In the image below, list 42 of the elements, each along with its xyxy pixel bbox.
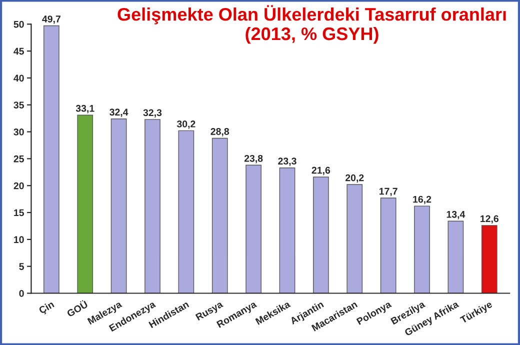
data-label: 12,6 bbox=[480, 215, 498, 224]
bar bbox=[246, 164, 262, 294]
data-label: 17,7 bbox=[379, 188, 398, 196]
bar bbox=[380, 198, 396, 294]
y-tick-label: 5 bbox=[19, 263, 24, 270]
bar bbox=[346, 184, 363, 294]
bar bbox=[414, 206, 430, 294]
data-label: 33,1 bbox=[76, 104, 94, 114]
y-tick-label: 35 bbox=[14, 102, 24, 109]
data-label: 49,7 bbox=[42, 16, 60, 24]
data-label: 30,2 bbox=[176, 120, 196, 129]
bar bbox=[448, 220, 464, 294]
y-tick-label: 25 bbox=[14, 155, 24, 162]
data-label: 32,3 bbox=[143, 109, 162, 118]
bar bbox=[481, 225, 498, 294]
chart-title: Gelişmekte Olan Ülkelerdeki Tasarruf oranları (2013, % GSYH) bbox=[118, 5, 506, 44]
data-label: 21,6 bbox=[312, 166, 330, 176]
y-tick-label: 10 bbox=[14, 236, 24, 244]
data-label: 13,4 bbox=[446, 210, 466, 220]
y-tick-label: 30 bbox=[14, 128, 24, 136]
y-tick-label: 0 bbox=[19, 290, 24, 297]
y-tick-label: 45 bbox=[14, 48, 24, 55]
y-tick-label: 20 bbox=[14, 182, 24, 190]
y-tick-label: 50 bbox=[14, 20, 24, 28]
bar bbox=[43, 25, 60, 294]
data-label: 23,8 bbox=[244, 154, 263, 164]
y-tick-label: 40 bbox=[14, 74, 24, 82]
bar bbox=[110, 118, 127, 294]
data-label: 28,8 bbox=[210, 128, 230, 136]
x-tick-label: Çin bbox=[38, 300, 56, 316]
bar bbox=[313, 176, 329, 294]
x-tick-label: GOÜ bbox=[66, 299, 88, 318]
data-label: 23,3 bbox=[278, 158, 296, 166]
bar bbox=[279, 168, 296, 294]
bar bbox=[144, 119, 160, 294]
bar bbox=[77, 114, 94, 294]
bar bbox=[178, 130, 194, 294]
data-label: 20,2 bbox=[346, 174, 364, 183]
y-tick-label: 15 bbox=[14, 209, 24, 216]
data-label: 16,2 bbox=[413, 196, 432, 204]
bar bbox=[212, 138, 228, 294]
data-label: 32,4 bbox=[110, 108, 128, 117]
